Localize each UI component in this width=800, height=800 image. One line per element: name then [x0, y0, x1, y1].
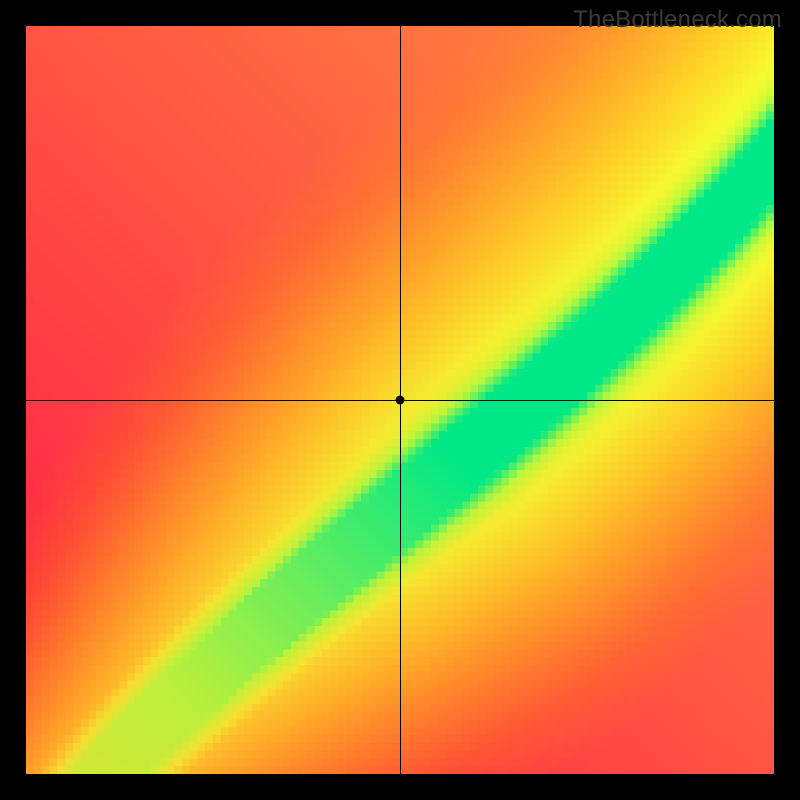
marker-point	[396, 396, 405, 405]
heatmap-plot-area	[26, 26, 774, 774]
watermark-text: TheBottleneck.com	[573, 6, 782, 34]
